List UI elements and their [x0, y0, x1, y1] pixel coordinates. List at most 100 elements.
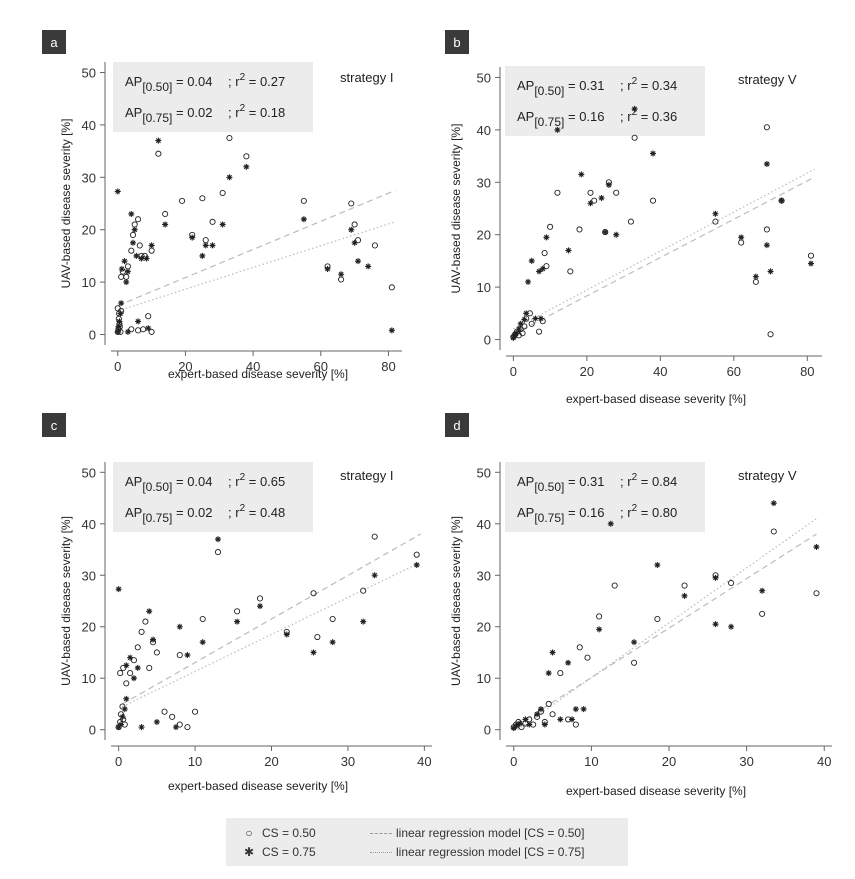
- x-tick-label: 0: [510, 364, 517, 379]
- data-point-star: [602, 229, 609, 236]
- data-point-circle: [627, 218, 634, 225]
- data-point-star: [117, 310, 124, 317]
- regression-line-cs50: [122, 533, 421, 705]
- data-point-star: [189, 234, 196, 241]
- strategy-label: strategy I: [340, 70, 393, 85]
- data-point-star: [127, 654, 134, 661]
- r-label: r: [232, 474, 241, 489]
- legend-label-reg50: linear regression model [CS = 0.50]: [396, 826, 585, 840]
- x-tick-label: 0: [114, 359, 121, 374]
- data-point-star: [654, 561, 661, 568]
- panel-badge: [42, 30, 66, 54]
- data-point-star: [123, 662, 130, 669]
- x-tick-label: 40: [817, 754, 831, 769]
- r-label: r: [232, 105, 241, 120]
- data-point-star: [607, 520, 614, 527]
- panel-letter: a: [50, 35, 58, 50]
- x-tick-label: 10: [188, 754, 202, 769]
- y-tick-label: 10: [477, 671, 491, 686]
- r-label: r: [624, 78, 633, 93]
- data-point-circle: [759, 610, 766, 617]
- x-tick-label: 10: [584, 754, 598, 769]
- data-point-circle: [591, 197, 598, 204]
- y-axis-title: UAV-based disease severity [%]: [449, 124, 463, 294]
- data-point-circle: [234, 608, 241, 615]
- data-point-circle: [541, 249, 548, 257]
- y-tick-label: 10: [82, 671, 96, 686]
- regression-line-cs50: [517, 533, 817, 726]
- stats-box: [505, 66, 705, 136]
- data-point-star: [778, 197, 785, 204]
- data-point-star: [148, 242, 155, 249]
- y-tick-label: 0: [89, 328, 96, 343]
- y-tick-label: 40: [477, 517, 491, 532]
- data-point-circle: [519, 330, 526, 337]
- data-point-star: [613, 231, 620, 238]
- r-value: = 0.48: [245, 505, 285, 520]
- legend-entry-cs75: ✱ CS = 0.75: [242, 844, 316, 860]
- data-point-circle: [767, 331, 774, 338]
- data-point-circle: [611, 582, 618, 589]
- data-point-star: [209, 242, 216, 249]
- data-point-star: [351, 239, 358, 246]
- data-point-star: [388, 327, 395, 334]
- legend-star-icon: ✱: [243, 845, 255, 859]
- regression-line-cs50: [117, 189, 396, 307]
- separator: ;: [228, 474, 232, 489]
- data-point-star: [681, 592, 688, 599]
- data-point-circle: [199, 615, 206, 623]
- r-superscript: 2: [632, 76, 638, 87]
- data-point-circle: [338, 276, 345, 283]
- data-point-circle: [114, 305, 121, 312]
- data-point-star: [283, 631, 290, 638]
- data-point-star: [324, 266, 331, 273]
- x-tick-label: 80: [800, 364, 814, 379]
- x-tick-label: 20: [580, 364, 594, 379]
- data-point-circle: [576, 644, 583, 651]
- data-point-circle: [219, 189, 226, 197]
- data-point-circle: [584, 654, 591, 661]
- r-value: = 0.84: [637, 474, 677, 489]
- data-point-star: [172, 724, 179, 731]
- strategy-label: strategy V: [738, 72, 797, 87]
- stats-line: AP[0.50] = 0.31; r2 = 0.84: [517, 472, 677, 494]
- data-point-circle: [807, 252, 815, 259]
- data-point-star: [807, 260, 814, 267]
- data-point-circle: [300, 197, 307, 204]
- data-point-star: [598, 195, 605, 202]
- data-point-star: [116, 318, 123, 325]
- panel-badge: [42, 413, 66, 437]
- separator: ;: [620, 78, 624, 93]
- x-tick-label: 60: [727, 364, 741, 379]
- ap-value: = 0.16: [564, 109, 604, 124]
- ap-value: = 0.16: [564, 505, 604, 520]
- data-point-circle: [354, 237, 362, 244]
- data-point-star: [215, 536, 221, 543]
- data-point-circle: [528, 320, 535, 327]
- data-point-star: [543, 234, 550, 241]
- data-point-star: [631, 105, 638, 112]
- data-point-star: [153, 718, 160, 725]
- data-point-circle: [813, 590, 820, 597]
- data-point-circle: [521, 323, 528, 330]
- data-point-star: [129, 239, 136, 246]
- data-point-circle: [161, 708, 168, 715]
- x-axis-title: expert-based disease severity [%]: [168, 367, 348, 381]
- separator: ;: [228, 105, 232, 120]
- data-point-circle: [763, 226, 770, 233]
- data-point-star: [537, 706, 544, 713]
- data-point-circle: [142, 618, 149, 625]
- data-point-circle: [649, 197, 657, 204]
- regression-line-cs75: [517, 518, 817, 731]
- y-tick-label: 40: [82, 517, 96, 532]
- x-tick-label: 40: [653, 364, 667, 379]
- data-point-circle: [226, 134, 233, 142]
- legend-label-cs50: CS = 0.50: [262, 826, 316, 840]
- ap-label: AP: [125, 505, 142, 520]
- r-superscript: 2: [240, 103, 246, 114]
- y-tick-label: 10: [82, 275, 96, 290]
- data-point-circle: [192, 708, 199, 715]
- data-point-star: [234, 618, 241, 625]
